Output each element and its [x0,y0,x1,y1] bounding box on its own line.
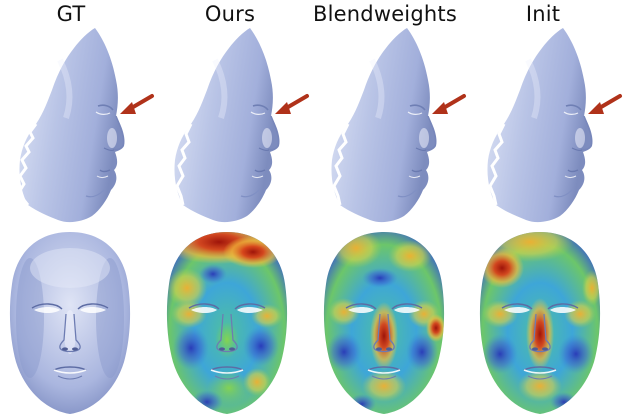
arrow-icon [273,94,309,116]
column-title-init: Init [525,2,561,26]
column-title-gt: GT [56,2,86,26]
front-render-gt [9,232,131,414]
side-render-init [487,28,592,223]
arrow-icon [430,94,466,116]
arrow-icon [118,94,154,116]
column-title-ours: Ours [204,2,256,26]
front-render-init [479,232,601,414]
front-render-ours [166,232,288,414]
side-render-gt [17,28,125,223]
side-render-blendweights [331,28,436,223]
arrow-icon [586,94,622,116]
side-render-ours [174,28,279,223]
column-title-blendweights: Blendweights [313,2,457,26]
front-render-blendweights [323,232,445,414]
